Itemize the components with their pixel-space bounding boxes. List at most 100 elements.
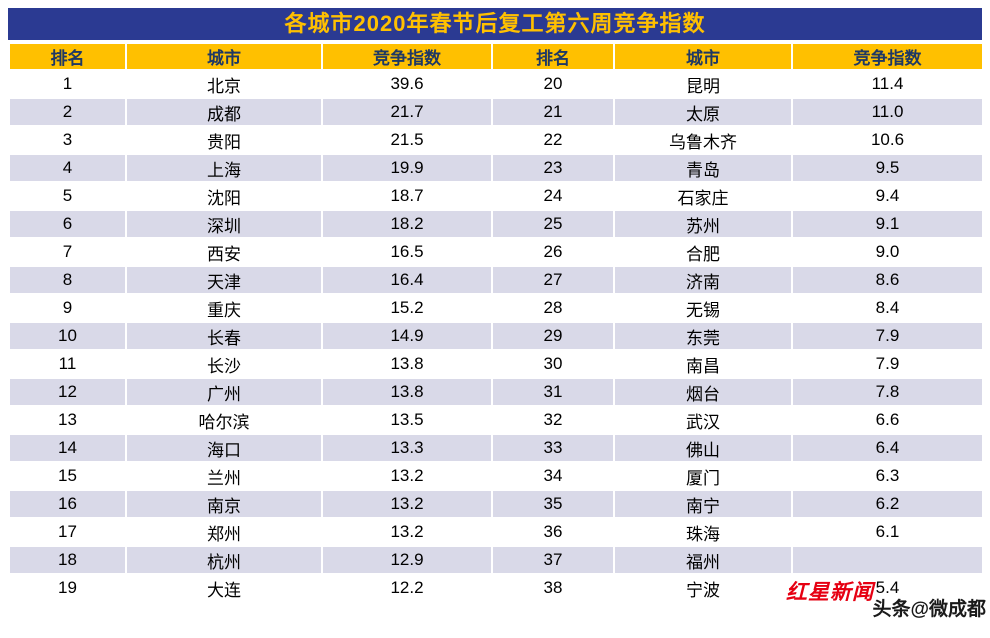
rank-cell: 29 (491, 321, 615, 351)
index-cell: 39.6 (321, 69, 493, 99)
city-cell: 苏州 (613, 209, 793, 239)
table-row: 17 郑州 13.2 36 珠海 6.1 (8, 517, 984, 547)
rank-cell: 7 (8, 237, 127, 267)
rank-cell: 28 (491, 293, 615, 323)
index-cell: 9.0 (791, 237, 984, 267)
rank-cell: 20 (491, 69, 615, 99)
city-cell: 烟台 (613, 377, 793, 407)
city-cell: 武汉 (613, 405, 793, 435)
index-cell: 21.7 (321, 97, 493, 127)
header-city-right: 城市 (613, 42, 793, 71)
index-cell: 13.8 (321, 349, 493, 379)
city-cell: 昆明 (613, 69, 793, 99)
header-rank-left: 排名 (8, 42, 127, 71)
city-cell: 宁波 (613, 573, 793, 603)
index-cell: 11.0 (791, 97, 984, 127)
index-cell: 8.6 (791, 265, 984, 295)
rank-cell: 14 (8, 433, 127, 463)
table-row: 8 天津 16.4 27 济南 8.6 (8, 265, 984, 295)
city-cell: 佛山 (613, 433, 793, 463)
index-cell: 7.9 (791, 349, 984, 379)
rank-cell: 10 (8, 321, 127, 351)
index-cell: 12.2 (321, 573, 493, 603)
rank-cell: 37 (491, 545, 615, 575)
index-cell: 9.1 (791, 209, 984, 239)
table-row: 12 广州 13.8 31 烟台 7.8 (8, 377, 984, 407)
rank-cell: 25 (491, 209, 615, 239)
index-cell: 6.1 (791, 517, 984, 547)
city-cell: 济南 (613, 265, 793, 295)
rank-cell: 4 (8, 153, 127, 183)
index-cell: 5.4 (791, 573, 984, 603)
index-cell: 9.4 (791, 181, 984, 211)
rank-cell: 13 (8, 405, 127, 435)
index-cell: 10.6 (791, 125, 984, 155)
city-cell: 长沙 (125, 349, 323, 379)
index-cell: 11.4 (791, 69, 984, 99)
toutiao-credit-watermark: 头条@微成都 (872, 599, 986, 620)
table-row: 18 杭州 12.9 37 福州 (8, 545, 984, 575)
city-cell: 兰州 (125, 461, 323, 491)
city-cell: 北京 (125, 69, 323, 99)
index-cell: 15.2 (321, 293, 493, 323)
index-cell: 21.5 (321, 125, 493, 155)
header-rank-right: 排名 (491, 42, 615, 71)
header-index-right: 竞争指数 (791, 42, 984, 71)
rank-cell: 32 (491, 405, 615, 435)
index-cell: 7.8 (791, 377, 984, 407)
table-row: 13 哈尔滨 13.5 32 武汉 6.6 (8, 405, 984, 435)
index-cell: 16.5 (321, 237, 493, 267)
rank-cell: 26 (491, 237, 615, 267)
city-cell: 青岛 (613, 153, 793, 183)
table-row: 14 海口 13.3 33 佛山 6.4 (8, 433, 984, 463)
rank-cell: 22 (491, 125, 615, 155)
city-cell: 广州 (125, 377, 323, 407)
table-row: 15 兰州 13.2 34 厦门 6.3 (8, 461, 984, 491)
table-row: 4 上海 19.9 23 青岛 9.5 (8, 153, 984, 183)
competition-index-table: 排名 城市 竞争指数 排名 城市 竞争指数 1 北京 39.6 20 昆明 11.4 2 成都… (8, 42, 984, 603)
table-row: 6 深圳 18.2 25 苏州 9.1 (8, 209, 984, 239)
rank-cell: 31 (491, 377, 615, 407)
city-cell: 重庆 (125, 293, 323, 323)
city-cell: 东莞 (613, 321, 793, 351)
table-row: 19 大连 12.2 38 宁波 5.4 (8, 573, 984, 603)
index-cell: 6.4 (791, 433, 984, 463)
rank-cell: 24 (491, 181, 615, 211)
table-body: 1 北京 39.6 20 昆明 11.4 2 成都 21.7 21 太原 11.0 3 贵阳 21.5 22 乌… (8, 69, 984, 603)
rank-cell: 3 (8, 125, 127, 155)
rank-cell: 23 (491, 153, 615, 183)
city-cell: 郑州 (125, 517, 323, 547)
index-cell: 13.5 (321, 405, 493, 435)
table-row: 10 长春 14.9 29 东莞 7.9 (8, 321, 984, 351)
table-row: 5 沈阳 18.7 24 石家庄 9.4 (8, 181, 984, 211)
city-cell: 天津 (125, 265, 323, 295)
city-cell: 哈尔滨 (125, 405, 323, 435)
rank-cell: 33 (491, 433, 615, 463)
header-city-left: 城市 (125, 42, 323, 71)
rank-cell: 34 (491, 461, 615, 491)
table-row: 9 重庆 15.2 28 无锡 8.4 (8, 293, 984, 323)
index-cell: 13.8 (321, 377, 493, 407)
table-row: 16 南京 13.2 35 南宁 6.2 (8, 489, 984, 519)
rank-cell: 18 (8, 545, 127, 575)
index-cell: 6.3 (791, 461, 984, 491)
city-cell: 合肥 (613, 237, 793, 267)
index-cell: 13.2 (321, 461, 493, 491)
index-cell: 19.9 (321, 153, 493, 183)
rank-cell: 1 (8, 69, 127, 99)
index-cell (791, 545, 984, 575)
city-cell: 太原 (613, 97, 793, 127)
index-cell: 14.9 (321, 321, 493, 351)
city-cell: 深圳 (125, 209, 323, 239)
table-row: 1 北京 39.6 20 昆明 11.4 (8, 69, 984, 99)
rank-cell: 16 (8, 489, 127, 519)
city-cell: 成都 (125, 97, 323, 127)
city-cell: 乌鲁木齐 (613, 125, 793, 155)
index-cell: 7.9 (791, 321, 984, 351)
city-cell: 珠海 (613, 517, 793, 547)
city-cell: 无锡 (613, 293, 793, 323)
header-row: 排名 城市 竞争指数 排名 城市 竞争指数 (8, 42, 984, 71)
rank-cell: 6 (8, 209, 127, 239)
table-row: 11 长沙 13.8 30 南昌 7.9 (8, 349, 984, 379)
